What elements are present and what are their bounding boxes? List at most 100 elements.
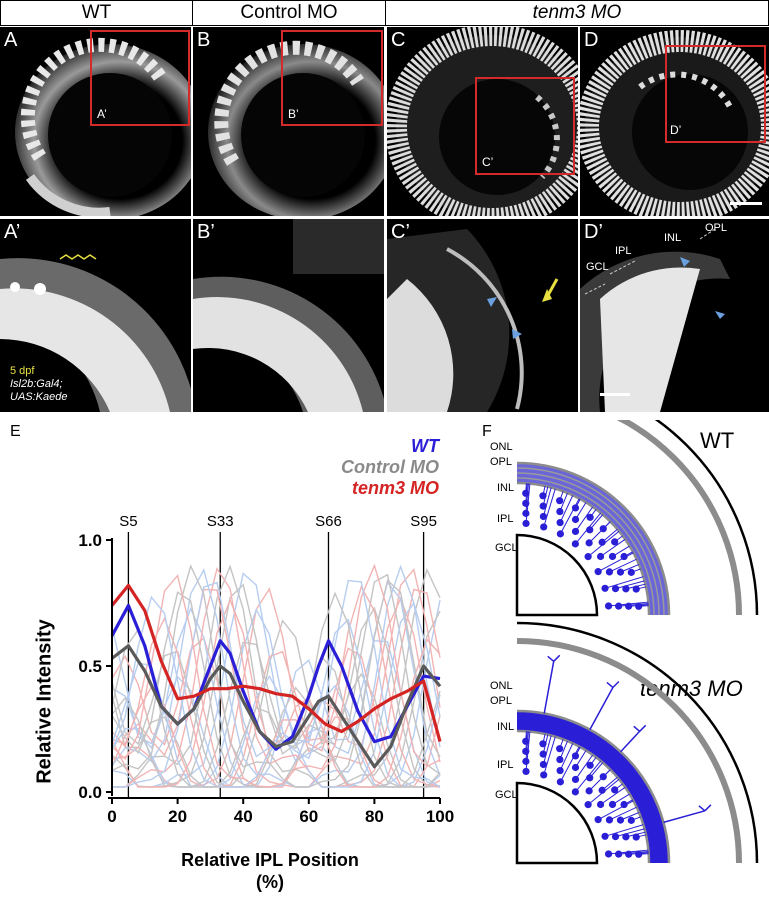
retina-schematics [515,420,759,865]
rgc-soma [571,527,580,536]
layer-ipl-mo: IPL [497,759,514,771]
rgc-dendrite [618,850,649,855]
replicate-trace [111,564,441,788]
rgc-soma [556,497,564,505]
replicate-trace [112,581,441,788]
inset-box-C [475,77,575,175]
ipl-outer-edge [516,461,671,616]
rgc-soma [599,525,607,533]
lens-quadrant [515,533,599,617]
retina-image-C [387,27,578,216]
panel-label-A: A [4,29,18,51]
legend-wt: WT [411,436,439,456]
panel-label-F: F [482,423,492,440]
layer-opl-mo: OPL [490,695,513,707]
rgc-soma [632,585,640,593]
panel-Dp: D’ GCL IPL INL OPL [580,219,769,412]
rgc-soma [571,752,580,760]
onl-arc [516,621,759,864]
replicate-trace [112,564,441,788]
rgc-dendrite [542,487,552,517]
panel-label-Bp: B’ [197,221,215,243]
rgc-dendrite [615,828,645,838]
rgc-soma [604,602,613,610]
retina-image-Bp [193,219,384,412]
panel-label-Ap: A’ [4,221,21,243]
rgc-dendrite [575,754,594,780]
rgc-soma [598,538,606,546]
rgc-dendrite [543,488,556,528]
sublamina-label: S95 [410,513,437,530]
panel-label-C: C [391,29,406,51]
rgc-soma [522,519,530,528]
panel-Cp: C’ [387,219,578,412]
rgc-soma [620,800,628,809]
rgc-dendrite [543,736,556,776]
caption-age: 5 dpf [10,365,35,377]
rgc-soma [571,788,579,796]
rgc-soma [616,568,625,576]
x-tick-label: 20 [168,807,187,826]
rgc-soma [635,850,643,858]
rgc-soma [522,499,530,507]
rgc-dendrite [609,806,637,821]
rgc-dendrite [525,483,530,514]
sublamina-label: S5 [119,513,137,530]
rgc-soma [556,530,564,538]
rgc-soma [571,775,580,784]
inset-box-A [90,30,190,126]
rgc-soma [556,518,564,527]
panel-Bp: B’ [193,219,384,412]
ectopic-branch [553,654,561,662]
ectopic-branch [698,805,706,812]
rgc-soma [608,552,617,561]
retina-image-D [580,30,769,216]
ectopic-projection [543,661,555,714]
ipl-band [516,711,669,864]
rgc-soma [632,833,640,841]
rgc-soma [586,774,594,782]
rgc-soma [585,787,593,795]
rgc-soma [596,552,605,561]
rgc-soma [522,767,530,776]
rgc-soma [605,568,614,576]
ipl-profile-chart: S5 S33 S66 S95 0.0 0.5 1.0 0 20 40 60 80 100 [78,513,454,826]
schematic-tenm3 [515,621,759,865]
rgc-soma [539,512,547,521]
rgc-soma [540,771,548,779]
rgc-soma [620,552,628,561]
header-control-label: Control MO [240,2,338,23]
rgc-soma [627,568,635,576]
layer-onl-mo: ONL [490,680,513,692]
rgc-soma [622,585,630,593]
layer-label-gcl: GCL [586,261,609,273]
rgc-soma [522,509,530,517]
replicate-trace [112,566,441,788]
lens-quadrant [515,781,599,865]
ectopic-projection [663,810,706,824]
inset-label-Bp: B’ [288,107,299,121]
rgc-dendrite [609,558,637,573]
ectopic-branch [639,724,647,732]
retina-image-A [15,37,191,216]
panel-label-Cp: C’ [391,221,410,243]
rgc-soma [539,492,547,500]
layer-inl-wt: INL [497,482,515,494]
rgc-soma [611,833,620,841]
rgc-soma [584,553,592,561]
rgc-soma [615,850,623,858]
rgc-soma [571,504,580,512]
rgc-soma [556,778,564,786]
series-control-line [111,644,442,769]
rgc-soma [571,540,579,548]
rgc-soma [594,568,602,576]
rgc-soma [611,786,619,794]
genotype-caption: 5 dpf Isl2b:Gal4; UAS:Kaede [10,365,67,404]
rgc-soma [571,763,580,772]
rgc-soma [522,489,530,497]
rgc-soma [585,539,593,547]
ectopic-projection [620,730,641,753]
x-tick-label: 100 [426,807,454,826]
retina-image-Ap [0,254,191,412]
inset-box-B [281,30,383,126]
